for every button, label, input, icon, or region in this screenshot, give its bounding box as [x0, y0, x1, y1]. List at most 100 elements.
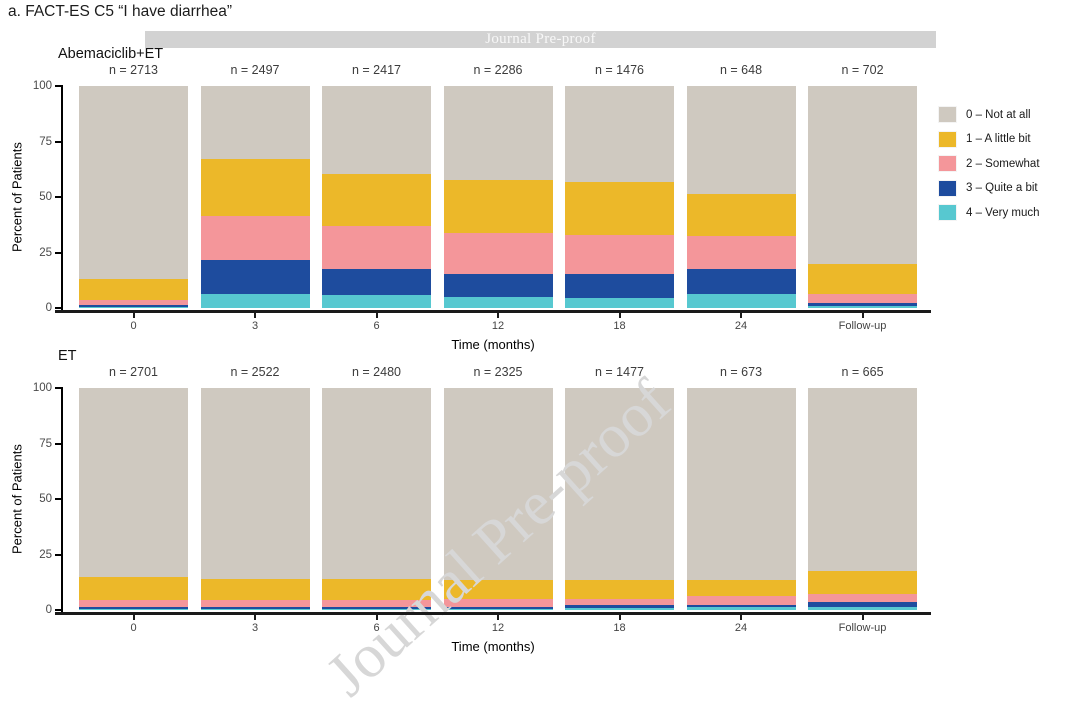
legend-label: 1 – A little bit: [966, 133, 1031, 145]
y-axis-line: [61, 85, 63, 312]
bar-segment-cat2: [565, 234, 674, 274]
x-tick-label: 12: [491, 320, 505, 332]
legend-swatch-cat0: [938, 106, 957, 123]
stacked-bar: [565, 86, 674, 308]
x-tick-label: Follow-up: [838, 622, 887, 634]
bar-segment-cat0: [808, 86, 917, 264]
bar-segment-cat0: [322, 86, 431, 174]
x-tick-label: Follow-up: [838, 320, 887, 332]
x-tick-mark: [132, 615, 135, 620]
stacked-bar: [200, 388, 310, 610]
y-tick-label: 100: [32, 80, 52, 92]
y-tick-label: 75: [39, 135, 52, 148]
bar-segment-cat3: [200, 607, 310, 609]
x-tick-mark: [132, 313, 135, 318]
bar-segment-cat4: [443, 608, 553, 610]
journal-preproof-banner-text: Journal Pre-proof: [485, 31, 596, 47]
x-tick-mark: [497, 313, 499, 318]
stacked-bar: [79, 86, 188, 308]
n-label: n = 2286: [473, 63, 523, 77]
bar-segment-cat1: [443, 580, 553, 600]
bar-segment-cat2: [686, 595, 796, 606]
x-tick-label: 6: [373, 622, 380, 634]
stacked-bar: [79, 388, 188, 610]
bar-segment-cat2: [808, 293, 917, 303]
n-label: n = 2480: [351, 365, 401, 379]
bar-segment-cat2: [79, 299, 188, 305]
bar-segment-cat3: [686, 269, 796, 294]
n-label: n = 665: [841, 365, 884, 379]
legend-swatch-cat1: [938, 130, 957, 148]
bar-segment-cat1: [565, 580, 674, 599]
y-tick-mark: [55, 196, 62, 198]
x-tick-mark: [254, 313, 256, 318]
x-tick-label: 3: [251, 622, 259, 634]
bar-segment-cat1: [443, 180, 553, 233]
bar-segment-cat4: [200, 293, 310, 308]
y-tick-label: 50: [39, 493, 52, 505]
y-tick-mark: [55, 553, 62, 556]
bar-segment-cat0: [79, 86, 188, 280]
bar-segment-cat4: [322, 294, 431, 308]
x-tick-mark: [375, 313, 378, 318]
y-tick-mark: [55, 442, 62, 445]
y-axis-line: [61, 387, 63, 614]
legend-label: 0 – Not at all: [966, 108, 1031, 121]
bar-segment-cat1: [686, 580, 796, 596]
y-tick-label: 0: [45, 604, 52, 616]
stacked-bar: [808, 86, 917, 308]
legend-item: 4 – Very much: [938, 204, 1040, 221]
x-tick-label: 24: [734, 622, 748, 634]
x-axis-line: [55, 310, 931, 313]
bar-segment-cat0: [686, 388, 796, 581]
bar-segment-cat1: [686, 193, 796, 236]
bar-segment-cat4: [808, 607, 917, 610]
x-tick-mark: [497, 615, 499, 620]
y-tick-mark: [55, 140, 62, 143]
bar-segment-cat0: [79, 388, 188, 578]
y-tick-label: 25: [39, 548, 52, 561]
stacked-bar: [322, 388, 431, 610]
bar-segment-cat3: [686, 605, 796, 608]
bar-segment-cat1: [322, 579, 431, 600]
legend-swatch-cat2: [938, 155, 957, 172]
bar-segment-cat4: [322, 609, 431, 610]
bar-segment-cat4: [200, 608, 310, 610]
stacked-bar: [443, 86, 553, 308]
bar-segment-cat0: [200, 388, 310, 580]
y-tick-label: 50: [39, 191, 52, 203]
bar-segment-cat3: [808, 602, 917, 608]
stacked-bar: [686, 388, 796, 610]
bar-segment-cat1: [200, 159, 310, 216]
bar-segment-cat3: [565, 273, 674, 299]
bar-segment-cat0: [443, 86, 553, 181]
bar-segment-cat3: [200, 260, 310, 294]
x-tick-label: 18: [613, 622, 626, 634]
bar-segment-cat4: [443, 296, 553, 308]
x-tick-label: 18: [613, 320, 626, 332]
figure-page: { "figure_title": "a. FACT-ES C5 \u201cI…: [0, 3, 1080, 710]
bar-segment-cat3: [443, 273, 553, 297]
y-tick-mark: [55, 609, 62, 611]
x-tick-mark: [861, 615, 864, 620]
x-tick-mark: [375, 615, 378, 620]
legend-label: 2 – Somewhat: [966, 157, 1040, 170]
bar-segment-cat2: [322, 599, 431, 608]
bar-segment-cat4: [565, 298, 674, 308]
legend-swatch-cat3: [938, 179, 957, 197]
bar-segment-cat0: [200, 86, 310, 160]
stacked-bar: [565, 388, 674, 610]
stacked-bar: [443, 388, 553, 610]
bar-segment-cat4: [79, 307, 188, 308]
bar-segment-cat3: [443, 606, 553, 609]
n-label: n = 2417: [351, 63, 401, 77]
bar-segment-cat2: [565, 598, 674, 605]
bar-segment-cat4: [686, 607, 796, 610]
y-tick-label: 100: [32, 382, 52, 394]
bar-segment-cat3: [322, 269, 431, 295]
bar-segment-cat2: [443, 599, 553, 607]
y-tick-mark: [55, 307, 62, 309]
bar-segment-cat1: [808, 571, 917, 595]
panel-et: ET Percent of Patients Time (months) 100…: [0, 346, 1080, 668]
panel-abemaciclib-et: Abemaciclib+ET Percent of Patients Time …: [0, 44, 1080, 366]
